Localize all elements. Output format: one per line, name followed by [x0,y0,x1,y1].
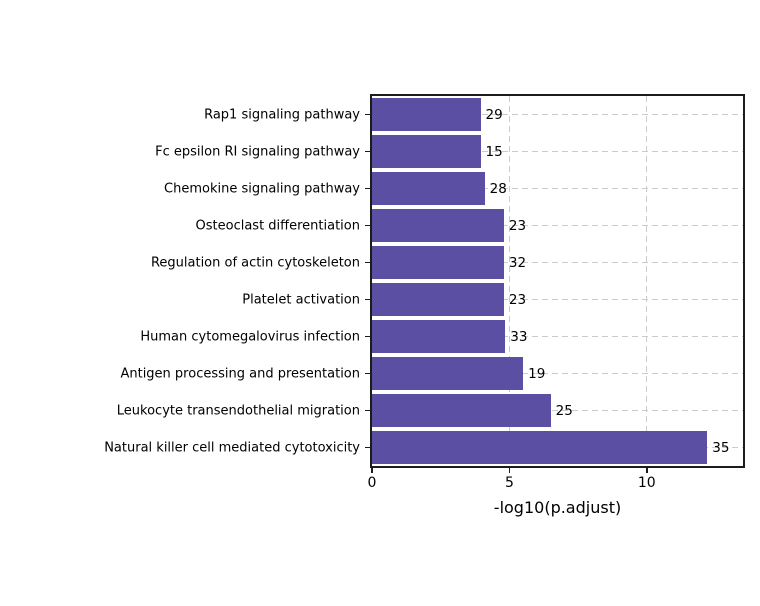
y-tick [365,409,370,412]
y-gridline [372,336,743,337]
bar [372,393,551,428]
y-axis-category-label: Rap1 signaling pathway [204,107,360,122]
y-gridline [372,410,743,411]
x-tick [508,468,511,473]
y-tick [365,150,370,153]
y-gridline [372,188,743,189]
y-tick [365,187,370,190]
bar [372,319,506,354]
y-axis-category-label: Natural killer cell mediated cytotoxicit… [104,440,360,455]
bar [372,245,504,280]
y-tick [365,372,370,375]
bar [372,430,708,465]
y-tick [365,446,370,449]
bar-count-label: 32 [508,254,527,271]
y-tick [365,298,370,301]
y-tick [365,113,370,116]
bar-count-label: 23 [508,217,527,234]
bar [372,97,481,132]
bar-count-label: 15 [485,143,503,160]
y-gridline [372,114,743,115]
bar [372,282,504,317]
bar-count-label: 19 [528,365,546,382]
y-axis-category-label: Chemokine signaling pathway [164,181,360,196]
bar-count-label: 28 [489,180,507,197]
y-tick [365,261,370,264]
y-axis-category-label: Osteoclast differentiation [195,218,360,233]
bar [372,134,481,169]
y-axis-category-label: Platelet activation [242,292,360,307]
x-tick [371,468,373,473]
plot-area: 29 15 28 23 32 23 33 19 25 35 [370,94,745,468]
y-gridline [372,225,743,226]
y-gridline [372,373,743,374]
x-axis-label: -log10(p.adjust) [493,498,622,517]
bar-count-label: 33 [510,328,528,345]
bar [372,208,504,243]
x-gridline [646,96,648,466]
x-tick-label: 5 [504,475,514,491]
bar-count-label: 23 [508,291,527,308]
bar [372,171,485,206]
y-axis-category-label: Antigen processing and presentation [120,366,360,381]
x-gridline [508,96,510,466]
x-tick-label: 10 [637,475,656,491]
y-axis-category-label: Regulation of actin cytoskeleton [150,255,360,270]
y-axis-category-label: Human cytomegalovirus infection [140,329,360,344]
y-axis-category-label: Leukocyte transendothelial migration [116,403,360,418]
bar [372,356,524,391]
y-gridline [372,262,743,263]
bar-count-label: 35 [712,439,730,456]
bar-count-label: 29 [485,106,503,123]
y-gridline [372,151,743,152]
y-axis-category-label: Fc epsilon RI signaling pathway [155,144,360,159]
x-tick [646,468,648,473]
y-tick [365,224,370,227]
y-tick [365,335,370,338]
bar-count-label: 25 [555,402,573,419]
y-gridline [372,299,743,300]
x-tick-label: 0 [367,475,377,491]
